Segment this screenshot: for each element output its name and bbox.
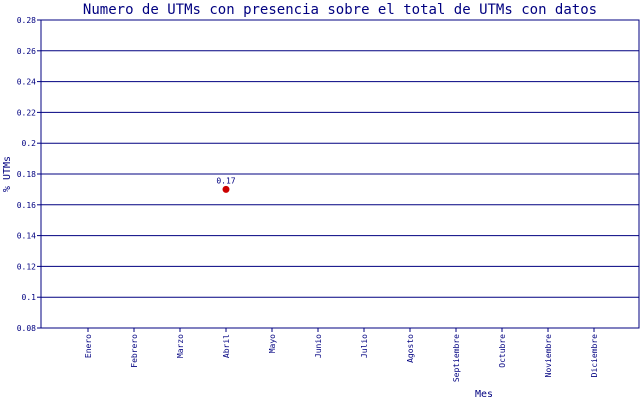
x-axis: Enero Febrero Marzo Abril Mayo Junio Julio Agos… bbox=[84, 328, 599, 382]
x-tick-label: Diciembre bbox=[590, 334, 599, 378]
y-tick-label: 0.24 bbox=[17, 78, 36, 87]
y-tick-label: 0.08 bbox=[17, 324, 36, 333]
x-tick-label: Enero bbox=[84, 334, 93, 358]
chart-title: Numero de UTMs con presencia sobre el to… bbox=[83, 2, 597, 18]
data-label: 0.17 bbox=[216, 176, 235, 185]
y-axis-label: % UTMs bbox=[2, 156, 13, 192]
x-tick-label: Marzo bbox=[176, 334, 185, 358]
x-tick-label: Mayo bbox=[268, 334, 277, 353]
x-tick-label: Julio bbox=[360, 334, 369, 358]
data-points: 0.17 bbox=[216, 176, 236, 193]
x-tick-label: Noviembre bbox=[544, 334, 553, 378]
x-tick-label: Abril bbox=[222, 334, 231, 358]
y-tick-label: 0.16 bbox=[17, 201, 36, 210]
y-tick-label: 0.26 bbox=[17, 47, 36, 56]
y-tick-label: 0.14 bbox=[17, 232, 36, 241]
x-tick-label: Febrero bbox=[130, 334, 139, 368]
y-tick-label: 0.28 bbox=[17, 16, 36, 25]
data-point bbox=[222, 185, 230, 193]
x-tick-label: Septiembre bbox=[452, 334, 461, 382]
y-tick-label: 0.1 bbox=[22, 293, 37, 302]
y-tick-label: 0.18 bbox=[17, 170, 36, 179]
x-tick-label: Agosto bbox=[406, 334, 415, 363]
x-tick-label: Octubre bbox=[498, 334, 507, 368]
y-axis: 0.08 0.1 0.12 0.14 0.16 0.18 0.2 0.22 0.24 0.26 0.… bbox=[17, 16, 41, 333]
x-tick-label: Junio bbox=[314, 334, 323, 358]
x-axis-label: Mes bbox=[475, 389, 493, 400]
grid bbox=[41, 19, 639, 329]
y-tick-label: 0.22 bbox=[17, 108, 36, 117]
y-tick-label: 0.12 bbox=[17, 262, 36, 271]
y-tick-label: 0.2 bbox=[22, 139, 37, 148]
